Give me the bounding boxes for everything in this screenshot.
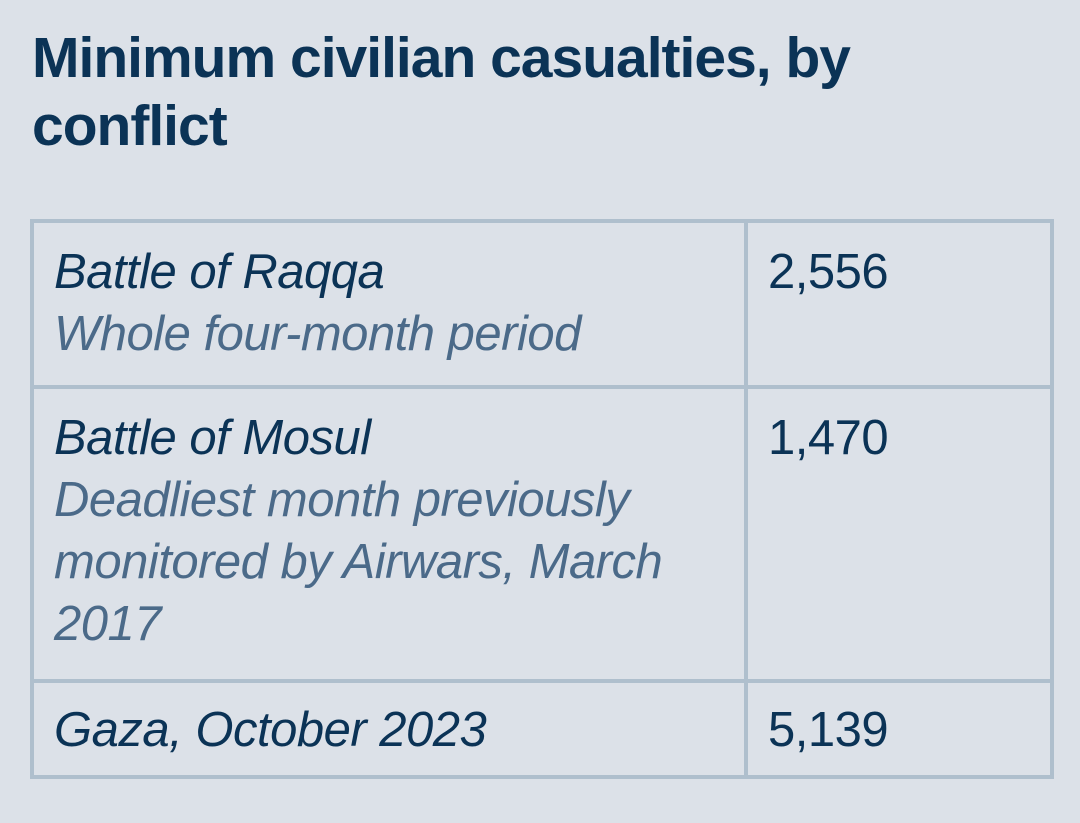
conflict-cell: Gaza, October 2023 (30, 679, 748, 779)
conflict-note: Whole four-month period (54, 307, 581, 361)
conflict-cell: Battle of Mosul Deadliest month previous… (30, 385, 748, 683)
value-cell: 1,470 (744, 385, 1054, 683)
conflict-name: Battle of Raqqa (54, 245, 385, 299)
value-cell: 5,139 (744, 679, 1054, 779)
chart-title: Minimum civilian casualties, by conflict (32, 26, 851, 158)
conflict-name: Gaza, October 2023 (54, 703, 487, 757)
table-row: Battle of Raqqa Whole four-month period … (30, 219, 1054, 389)
conflict-note: Deadliest month previously monitored by … (54, 473, 663, 651)
conflict-name: Battle of Mosul (54, 411, 371, 465)
casualty-value: 1,470 (768, 411, 889, 465)
casualty-value: 5,139 (768, 703, 889, 757)
casualty-value: 2,556 (768, 245, 889, 299)
table-row: Gaza, October 2023 5,139 (30, 679, 1054, 779)
value-cell: 2,556 (744, 219, 1054, 389)
table-row: Battle of Mosul Deadliest month previous… (30, 385, 1054, 683)
casualties-table: Battle of Raqqa Whole four-month period … (30, 219, 1054, 779)
conflict-cell: Battle of Raqqa Whole four-month period (30, 219, 748, 389)
